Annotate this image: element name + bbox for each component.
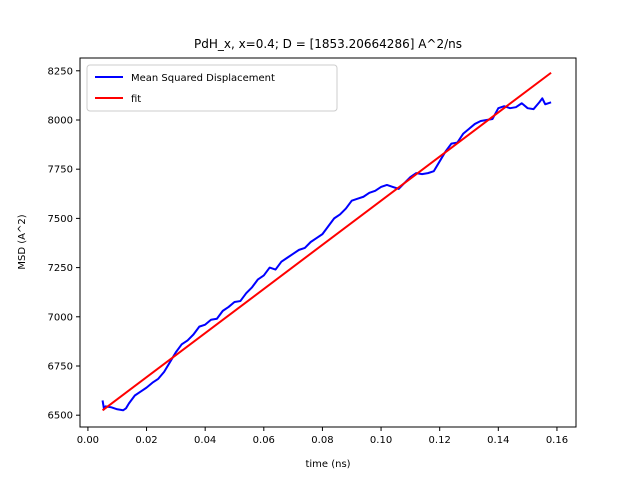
y-tick-label: 7500 bbox=[48, 214, 73, 225]
x-tick-label: 0.04 bbox=[194, 435, 216, 446]
legend-box bbox=[86, 64, 338, 112]
y-axis-label: MSD (A^2) bbox=[17, 214, 28, 269]
y-tick-label: 6500 bbox=[48, 411, 73, 422]
x-tick-label: 0.02 bbox=[135, 435, 157, 446]
x-tick-label: 0.06 bbox=[253, 435, 275, 446]
x-tick-label: 0.12 bbox=[429, 435, 451, 446]
chart-title: PdH_x, x=0.4; D = [1853.20664286] A^2/ns bbox=[194, 37, 462, 51]
y-axis: 6500 6750 7000 7250 7500 7750 8000 8250 bbox=[48, 66, 80, 422]
plot-area bbox=[79, 57, 577, 428]
legend-label-fit: fit bbox=[131, 94, 141, 105]
x-axis: 0.00 0.02 0.04 0.06 0.08 0.10 0.12 0.14 0.16 bbox=[77, 427, 568, 446]
fit-series-line bbox=[101, 71, 552, 412]
x-tick-label: 0.00 bbox=[77, 435, 99, 446]
legend-label-msd: Mean Squared Displacement bbox=[131, 73, 275, 84]
y-tick-label: 6750 bbox=[48, 361, 73, 372]
legend: Mean Squared Displacement fit bbox=[86, 64, 338, 112]
axes-frame bbox=[79, 57, 577, 428]
y-tick-label: 7000 bbox=[48, 312, 73, 323]
x-axis-label: time (ns) bbox=[305, 459, 350, 470]
msd-series-line bbox=[101, 97, 552, 412]
x-tick-label: 0.08 bbox=[311, 435, 333, 446]
x-tick-label: 0.14 bbox=[487, 435, 509, 446]
x-tick-label: 0.16 bbox=[546, 435, 568, 446]
y-tick-label: 8250 bbox=[48, 66, 73, 77]
y-tick-label: 7250 bbox=[48, 263, 73, 274]
x-tick-label: 0.10 bbox=[370, 435, 392, 446]
y-tick-label: 7750 bbox=[48, 165, 73, 176]
y-tick-label: 8000 bbox=[48, 115, 73, 126]
